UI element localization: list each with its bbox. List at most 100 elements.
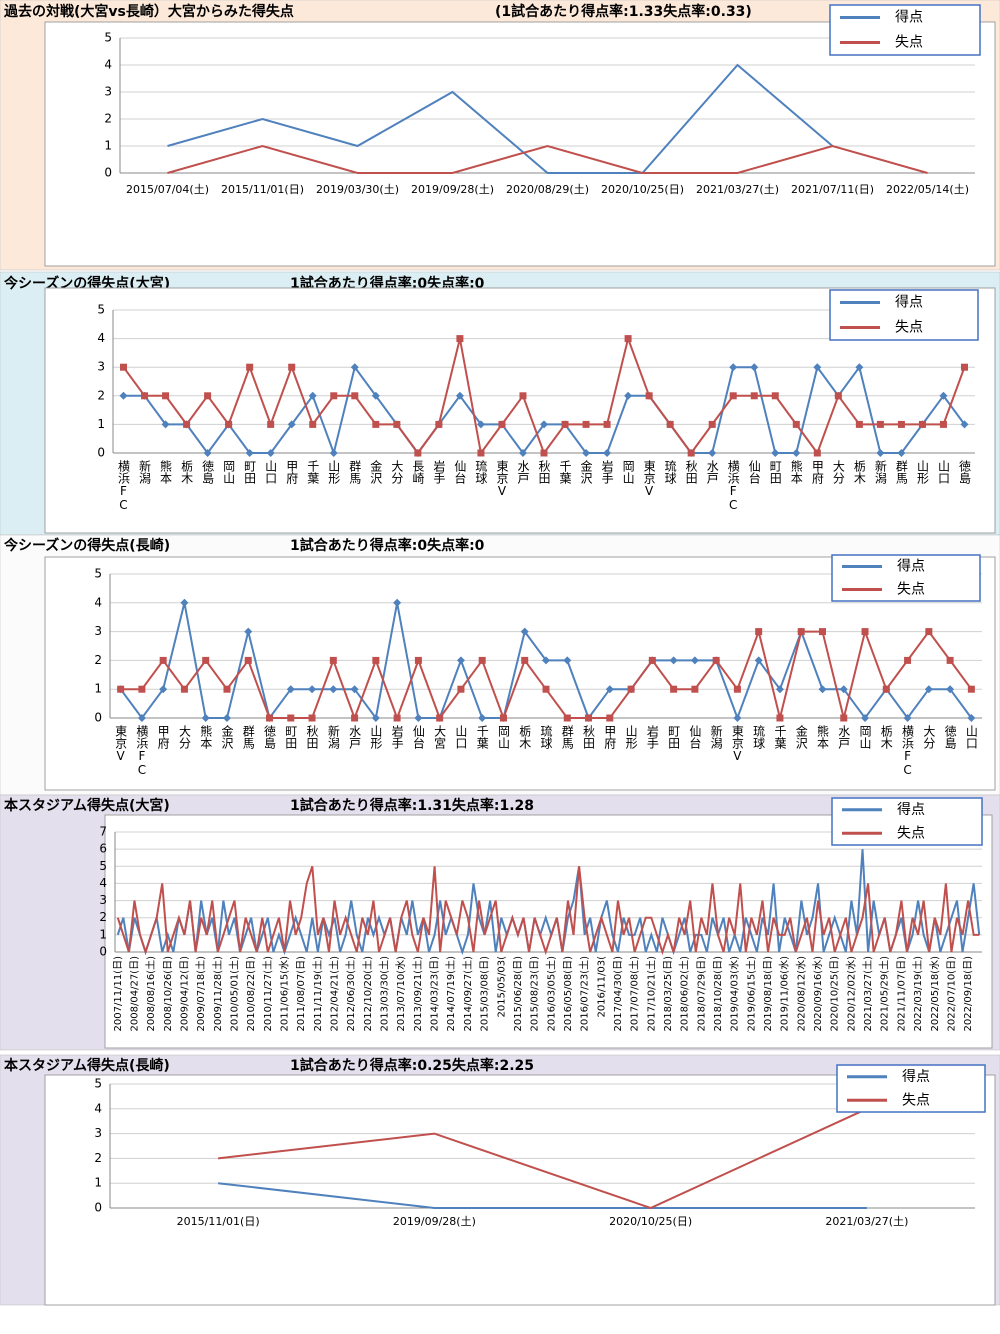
y-tick-label: 0 — [99, 945, 107, 959]
marker — [605, 685, 614, 694]
x-tick-label: 2015/07/04(土) — [126, 183, 209, 196]
y-tick-label: 0 — [104, 166, 112, 180]
x-tick-label: 2009/04/12(日) — [179, 956, 190, 1032]
marker — [939, 391, 948, 400]
x-tick-label: 琉球 — [752, 725, 766, 749]
marker — [897, 420, 905, 428]
marker — [141, 392, 149, 400]
marker — [350, 685, 359, 694]
marker — [351, 392, 359, 400]
y-tick-label: 1 — [104, 139, 112, 153]
x-tick-label: 2019/03/30(土) — [316, 183, 399, 196]
marker — [904, 656, 912, 664]
y-tick-label: 2 — [104, 112, 112, 126]
marker — [669, 656, 678, 665]
x-tick-label: 2022/05/18(水) — [929, 956, 941, 1032]
marker — [776, 714, 784, 722]
marker — [946, 656, 954, 664]
x-tick-label: 秋田 — [684, 460, 698, 484]
x-tick-label: 2009/11/28(土) — [211, 956, 224, 1032]
y-tick-label: 4 — [97, 331, 105, 345]
marker — [582, 449, 591, 457]
x-tick-label: 甲府 — [285, 460, 299, 484]
marker — [561, 420, 569, 428]
marker — [180, 598, 189, 607]
x-tick-label: 徳島 — [943, 724, 957, 750]
x-tick-label: 横浜FC — [135, 725, 149, 777]
x-tick-label: 熊本 — [789, 459, 803, 485]
x-tick-label: 岡山 — [621, 460, 635, 484]
marker — [542, 685, 550, 693]
x-tick-label: 2010/05/01(土) — [227, 956, 240, 1032]
x-tick-label: 横浜FC — [901, 725, 915, 777]
marker — [456, 656, 465, 665]
x-tick-label: 2018/10/28(日) — [713, 956, 724, 1032]
x-tick-label: 大分 — [390, 460, 404, 485]
x-tick-label: 徳島 — [957, 459, 971, 485]
marker — [457, 685, 465, 693]
x-tick-label: 2014/09/27(土) — [461, 956, 474, 1032]
marker — [603, 449, 612, 457]
x-tick-label: 栃木 — [879, 725, 893, 749]
marker — [414, 449, 422, 457]
x-tick-label: 秋田 — [537, 460, 551, 484]
x-tick-label: 2017/07/08(土) — [628, 956, 641, 1032]
marker — [967, 714, 976, 722]
marker — [519, 392, 527, 400]
x-tick-label: 金沢 — [579, 459, 593, 485]
marker — [687, 449, 695, 457]
y-tick-label: 3 — [97, 360, 105, 374]
x-tick-label: 横浜FC — [117, 460, 131, 512]
x-tick-label: 2013/09/21(土) — [411, 956, 424, 1032]
marker — [818, 628, 826, 636]
marker — [498, 420, 506, 428]
x-tick-label: 群馬 — [348, 460, 362, 485]
series-line — [116, 865, 980, 956]
legend-label: 失点 — [902, 1092, 930, 1108]
x-tick-label: 2020/10/25(日) — [609, 1215, 692, 1228]
x-tick-label: 2010/11/27(土) — [261, 956, 274, 1032]
chart-subtitle: 1試合あたり得点率:0失点率:0 — [290, 537, 485, 554]
marker — [478, 656, 486, 664]
x-tick-label: 山形 — [915, 460, 929, 485]
y-tick-label: 3 — [104, 85, 112, 99]
marker — [960, 420, 969, 429]
marker — [329, 656, 337, 664]
marker — [309, 420, 317, 428]
x-tick-label: 2015/08/23(日) — [530, 956, 541, 1032]
x-tick-label: 2020/09/16(水) — [812, 956, 824, 1032]
x-tick-label: 2019/09/28(土) — [393, 1215, 476, 1228]
x-tick-label: 2018/07/29(日) — [696, 956, 707, 1032]
marker — [308, 714, 316, 722]
marker — [456, 335, 464, 343]
x-tick-label: 2015/03/08(日) — [480, 956, 491, 1032]
marker — [582, 420, 590, 428]
marker — [287, 420, 296, 429]
marker — [690, 656, 699, 665]
x-tick-label: 2008/08/16(土) — [144, 956, 157, 1032]
legend-label: 失点 — [897, 582, 925, 598]
x-tick-label: 2013/07/10(水) — [395, 956, 407, 1032]
x-tick-label: 千葉 — [306, 460, 320, 484]
y-tick-label: 1 — [94, 682, 102, 696]
marker — [329, 449, 338, 457]
marker — [180, 685, 188, 693]
y-tick-label: 4 — [94, 595, 102, 609]
y-tick-label: 1 — [97, 417, 105, 431]
x-tick-label: 2017/04/30(日) — [613, 956, 624, 1032]
x-tick-label: 栃木 — [852, 460, 866, 484]
marker — [897, 449, 906, 457]
x-tick-label: 甲府 — [810, 460, 824, 484]
marker — [393, 598, 402, 607]
marker — [666, 420, 674, 428]
marker — [267, 420, 275, 428]
marker — [117, 685, 125, 693]
x-tick-label: 2011/11/19(土) — [311, 956, 324, 1032]
marker — [246, 363, 254, 371]
x-tick-label: 岩手 — [390, 724, 404, 749]
x-tick-label: 熊本 — [199, 724, 213, 750]
marker — [244, 656, 252, 664]
x-tick-label: 横浜FC — [726, 460, 740, 512]
legend-box — [831, 797, 983, 846]
